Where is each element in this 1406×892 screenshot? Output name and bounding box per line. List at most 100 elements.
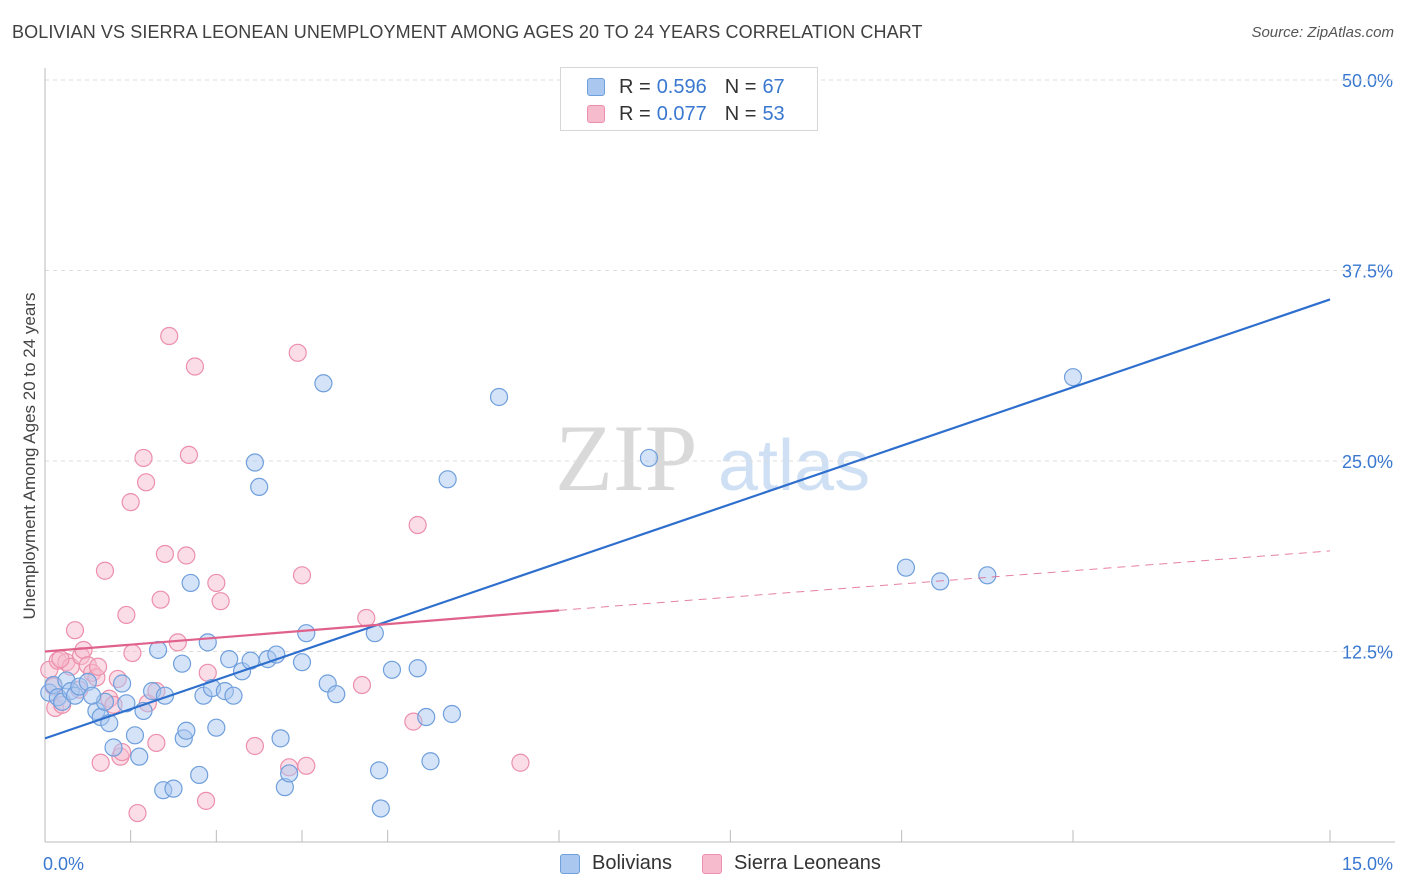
bolivian-point bbox=[198, 633, 217, 652]
y-tick-label: 50.0% bbox=[1342, 71, 1393, 91]
sierra-leonean-point bbox=[352, 675, 372, 695]
bolivian-point bbox=[207, 718, 226, 737]
sierra-leonean-point bbox=[177, 546, 196, 565]
source-label: Source: ZipAtlas.com bbox=[1251, 24, 1394, 41]
y-tick-label: 25.0% bbox=[1342, 452, 1393, 472]
bolivian-point bbox=[442, 704, 462, 724]
sierra-leonean-point bbox=[288, 343, 307, 362]
legend-item-label: Sierra Leoneans bbox=[734, 852, 881, 874]
sierra-leonean-point bbox=[117, 605, 136, 625]
y-axis-label: Unemployment Among Ages 20 to 24 years bbox=[20, 292, 39, 620]
bolivians-trend-line bbox=[44, 298, 1331, 740]
bolivian-point bbox=[489, 387, 509, 407]
sierra-leonean-point bbox=[198, 663, 217, 682]
sierra-leonean-point bbox=[95, 561, 115, 580]
y-tick-label: 12.5% bbox=[1342, 643, 1393, 663]
legend-n-label: N = bbox=[724, 75, 757, 98]
bolivian-point bbox=[224, 686, 243, 705]
sierra-leonean-point bbox=[128, 803, 147, 823]
bolivian-point bbox=[327, 685, 346, 704]
sierra-leonean-point bbox=[408, 515, 427, 535]
sierra-leonean-point bbox=[134, 448, 153, 468]
legend-r-value: 0.077 bbox=[656, 102, 707, 125]
sierra-leonean-point bbox=[123, 643, 142, 663]
legend-r-label: R = bbox=[619, 75, 651, 98]
bolivian-point bbox=[280, 764, 299, 783]
legend-row-bolivians: R = 0.596 N = 67 bbox=[587, 75, 785, 99]
bolivian-point bbox=[896, 558, 916, 577]
bolivian-point bbox=[371, 799, 390, 818]
bolivian-point bbox=[314, 374, 333, 393]
chart-title: BOLIVIAN VS SIERRA LEONEAN UNEMPLOYMENT … bbox=[12, 22, 923, 42]
bolivian-point bbox=[639, 448, 659, 468]
legend-r-label: R = bbox=[619, 102, 651, 125]
sierra-leonean-point bbox=[121, 493, 140, 512]
bolivian-point bbox=[408, 659, 427, 678]
bolivian-point bbox=[104, 738, 123, 757]
sierra-leonean-point bbox=[297, 756, 316, 775]
sierra-leonean-point bbox=[245, 736, 264, 756]
sierra-leonean-point bbox=[511, 753, 530, 772]
bolivian-point bbox=[1063, 368, 1083, 387]
bolivian-point bbox=[181, 573, 200, 593]
sierra-leonean-point bbox=[89, 657, 108, 676]
sierra-leoneans-trend-line bbox=[44, 609, 560, 653]
bolivian-point bbox=[370, 761, 389, 780]
bolivian-point bbox=[164, 779, 183, 798]
sierra-leonean-point bbox=[147, 733, 166, 753]
bolivians-swatch bbox=[587, 78, 605, 96]
bolivian-point bbox=[125, 726, 145, 745]
bolivian-point bbox=[250, 477, 269, 497]
sierra-leonean-point bbox=[179, 445, 199, 465]
legend-item-sierra-leoneans[interactable]: Sierra Leoneans bbox=[702, 852, 881, 875]
sierra-leonean-point bbox=[196, 791, 216, 810]
bolivian-point bbox=[177, 721, 196, 740]
bolivian-point bbox=[220, 650, 239, 669]
series-legend: Bolivians Sierra Leoneans bbox=[560, 852, 911, 875]
x-tick-label: 0.0% bbox=[43, 854, 84, 874]
sierra-leonean-point bbox=[136, 473, 156, 492]
watermark-zip: ZIP bbox=[555, 405, 698, 511]
bolivian-point bbox=[245, 453, 264, 472]
x-tick-label: 15.0% bbox=[1342, 854, 1393, 874]
legend-n-value: 67 bbox=[762, 75, 785, 98]
sierra-leonean-point bbox=[357, 608, 376, 628]
bolivian-point bbox=[190, 765, 209, 785]
sierra-leonean-point bbox=[151, 590, 170, 609]
sierra-leoneans-trend-extension bbox=[558, 550, 1331, 611]
legend-n-value: 53 bbox=[762, 102, 785, 125]
sierra-leonean-point bbox=[51, 650, 70, 669]
bolivian-point bbox=[112, 674, 132, 693]
sierra-leonean-point bbox=[155, 544, 175, 564]
bolivian-point bbox=[421, 752, 440, 771]
sierra-leonean-point bbox=[211, 592, 230, 611]
bolivian-point bbox=[172, 654, 192, 673]
bolivian-point bbox=[130, 747, 149, 766]
sierra-leonean-point bbox=[65, 621, 85, 640]
legend-row-sierra-leoneans: R = 0.077 N = 53 bbox=[587, 102, 785, 126]
y-tick-label: 37.5% bbox=[1342, 262, 1393, 282]
sierra-leonean-point bbox=[292, 566, 312, 585]
bolivian-point bbox=[297, 624, 316, 643]
bolivian-point bbox=[438, 470, 457, 489]
sierra-leonean-point bbox=[91, 753, 110, 772]
bolivian-point bbox=[292, 653, 312, 672]
sierra-leonean-point bbox=[207, 573, 226, 593]
bolivian-point bbox=[382, 660, 402, 679]
bolivian-point bbox=[117, 694, 136, 713]
sierra-leonean-point bbox=[160, 326, 179, 346]
legend-item-bolivians[interactable]: Bolivians bbox=[560, 852, 672, 875]
correlation-legend: R = 0.596 N = 67 R = 0.077 N = 53 bbox=[560, 67, 818, 131]
bolivian-point bbox=[83, 686, 102, 705]
watermark-atlas: atlas bbox=[718, 426, 870, 506]
legend-n-label: N = bbox=[724, 102, 757, 125]
bolivian-point bbox=[978, 566, 997, 585]
legend-r-value: 0.596 bbox=[656, 75, 707, 98]
legend-item-label: Bolivians bbox=[592, 852, 673, 874]
bolivian-point bbox=[417, 707, 436, 727]
sierra-leonean-point bbox=[185, 357, 205, 376]
bolivians-swatch bbox=[560, 853, 580, 874]
bolivian-point bbox=[271, 729, 290, 748]
sierra-leoneans-swatch bbox=[587, 105, 605, 123]
